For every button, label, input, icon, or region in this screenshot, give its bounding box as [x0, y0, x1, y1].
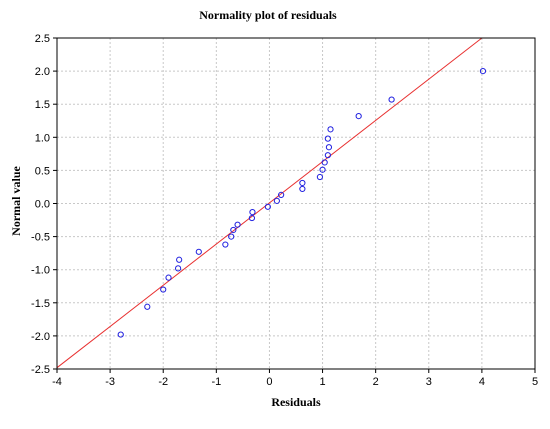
chart-title: Normality plot of residuals	[199, 8, 337, 22]
x-tick-label: 4	[479, 376, 485, 388]
x-tick-label: 1	[319, 376, 325, 388]
data-point	[324, 135, 331, 142]
grid-layer	[57, 38, 535, 369]
data-point	[228, 233, 235, 240]
fit-line	[56, 37, 483, 369]
data-point	[327, 126, 334, 133]
y-tick-label: -0.5	[31, 232, 50, 244]
data-point	[264, 203, 271, 210]
data-point	[273, 197, 280, 204]
y-tick-label: 0.5	[35, 165, 50, 177]
data-point	[174, 265, 182, 272]
y-tick-label: 1.0	[35, 132, 50, 144]
y-axis-label: Normal value	[9, 165, 23, 235]
data-point	[479, 68, 487, 75]
points-layer	[117, 68, 487, 338]
data-point	[299, 185, 306, 193]
data-point	[117, 331, 124, 338]
data-point	[388, 96, 395, 103]
data-point	[324, 152, 331, 159]
data-point	[319, 166, 326, 173]
y-tick-label: -2.5	[31, 364, 50, 376]
data-point	[316, 173, 323, 181]
data-point	[176, 256, 183, 263]
x-tick-label: 2	[373, 376, 379, 388]
y-tick-label: 1.5	[35, 99, 50, 111]
x-tick-labels: -4 -3 -2 -1 0 1 2 3 4 5	[52, 369, 538, 388]
plot-frame	[56, 37, 536, 370]
data-point	[321, 159, 328, 166]
data-point	[299, 179, 306, 187]
data-point	[234, 221, 241, 228]
y-tick-label: -2.0	[31, 331, 50, 343]
data-point	[355, 113, 362, 120]
x-tick-label: -1	[211, 376, 221, 388]
x-tick-label: 0	[266, 376, 272, 388]
data-point	[278, 191, 285, 198]
data-point	[248, 214, 256, 222]
data-point	[230, 226, 237, 234]
x-tick-label: -4	[52, 376, 62, 388]
data-point	[160, 286, 167, 293]
x-axis-label: Residuals	[271, 395, 321, 409]
fit-line-layer	[56, 37, 483, 369]
y-tick-label: 2.0	[35, 66, 50, 78]
y-tick-labels: -2.5 -2.0 -1.5 -1.0 -0.5 0.0 0.5 1.0 1.5 2.0 2.5	[31, 33, 57, 376]
y-tick-label: -1.0	[31, 265, 50, 277]
x-tick-label: 5	[532, 376, 538, 388]
x-tick-label: -3	[105, 376, 115, 388]
data-point	[144, 303, 151, 310]
data-point	[249, 209, 256, 216]
data-point	[165, 274, 172, 281]
data-point	[195, 248, 202, 255]
y-tick-label: 0.0	[35, 199, 50, 211]
x-tick-label: 3	[426, 376, 432, 388]
data-point	[325, 144, 333, 151]
y-tick-label: 2.5	[35, 33, 50, 45]
data-point	[222, 241, 229, 248]
y-tick-label: -1.5	[31, 298, 50, 310]
x-tick-label: -2	[158, 376, 168, 388]
